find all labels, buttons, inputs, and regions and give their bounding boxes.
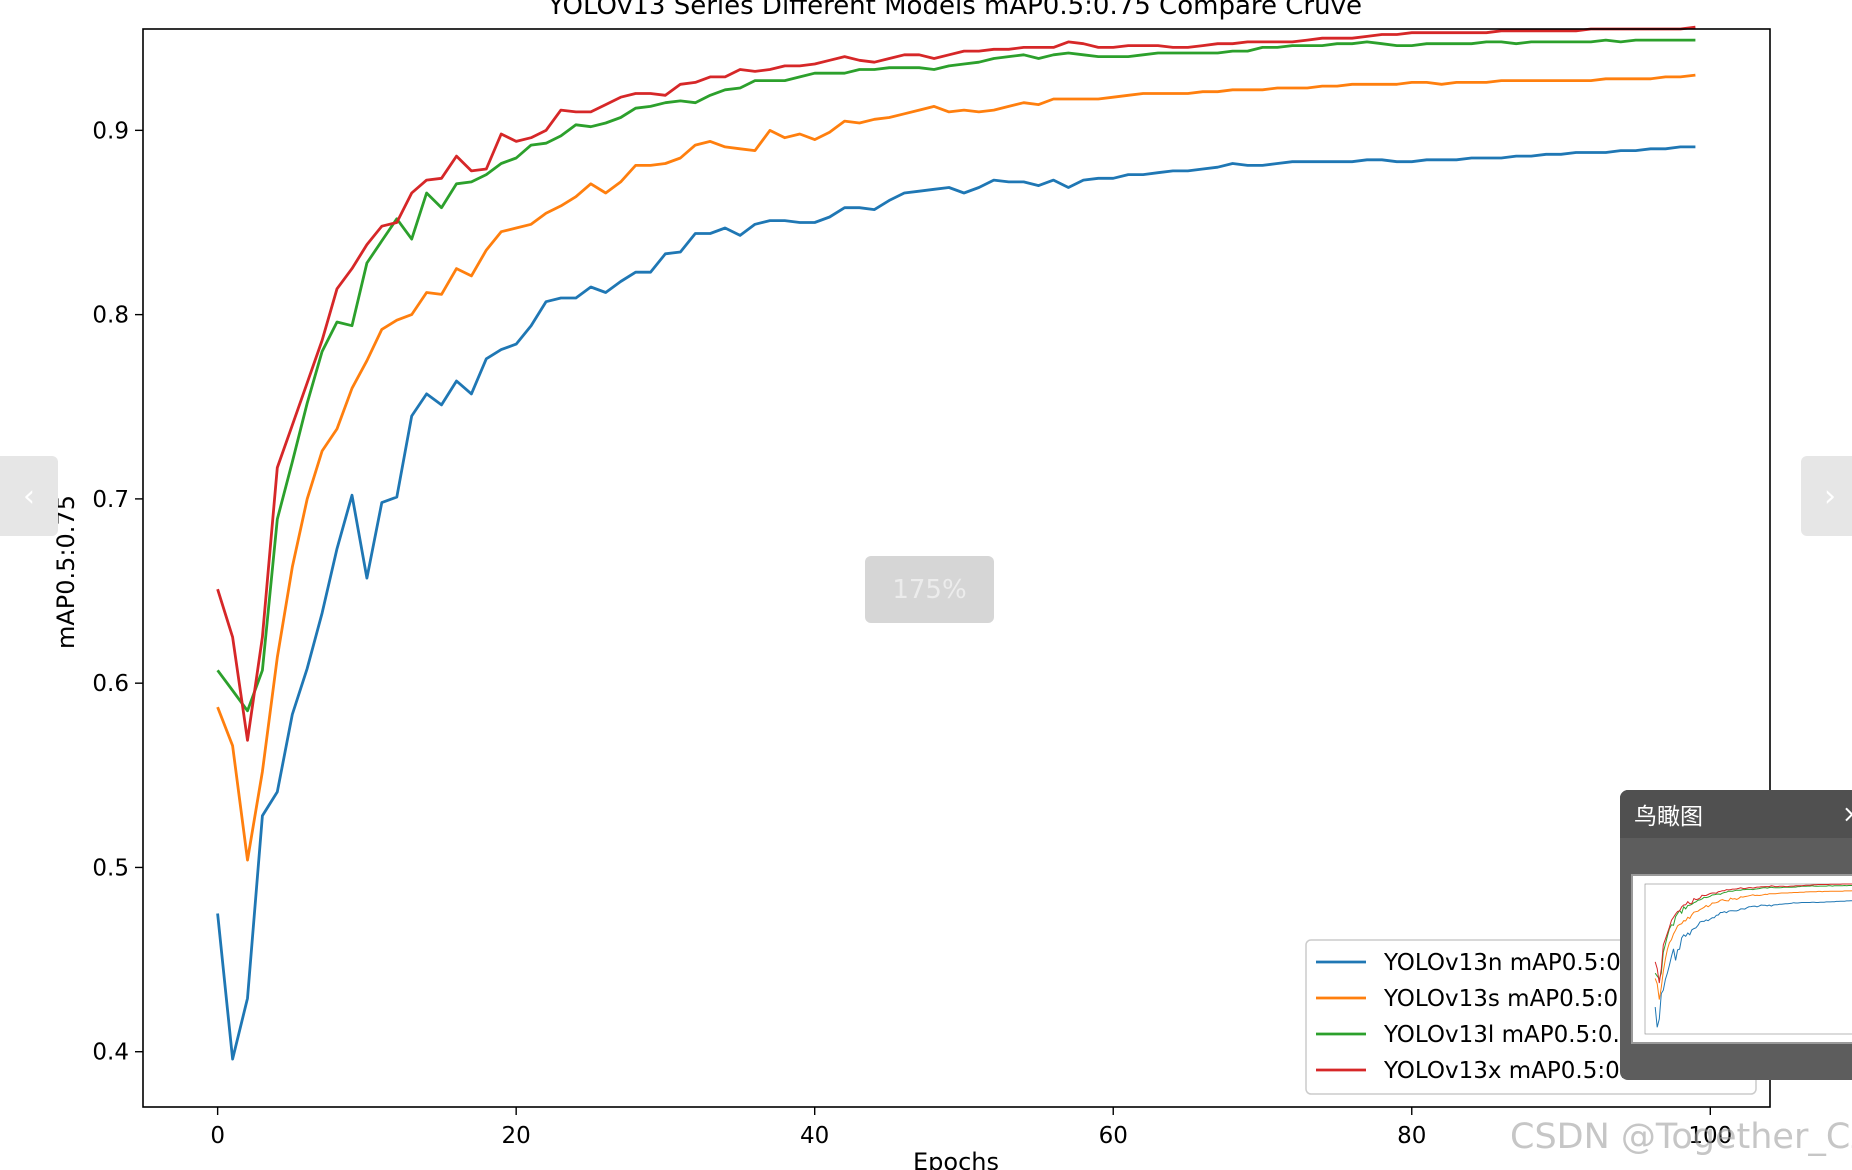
birdseye-title: 鸟瞰图 bbox=[1634, 804, 1703, 830]
x-tick-label: 60 bbox=[1099, 1123, 1128, 1149]
thumbnail-chart bbox=[1644, 883, 1852, 1035]
y-tick-label: 0.7 bbox=[92, 487, 129, 513]
chevron-right-icon: › bbox=[1824, 478, 1836, 514]
y-tick-label: 0.8 bbox=[92, 303, 129, 329]
thumbnail-series-3 bbox=[1654, 883, 1852, 984]
ticks-layer: 0 20 40 60 80 100 0.4 0.5 0.6 0.7 0.8 0.9 bbox=[92, 118, 1732, 1149]
birdseye-header: 鸟瞰图 × bbox=[1620, 790, 1852, 838]
series-layer bbox=[216, 25, 1696, 1061]
y-tick-label: 0.5 bbox=[92, 855, 129, 881]
chevron-left-icon: ‹ bbox=[23, 478, 35, 514]
next-image-button[interactable]: › bbox=[1801, 456, 1852, 536]
series-line-3 bbox=[216, 25, 1696, 742]
x-tick-label: 0 bbox=[210, 1123, 225, 1149]
x-tick-label: 40 bbox=[800, 1123, 829, 1149]
series-line-0 bbox=[216, 145, 1696, 1061]
x-tick-label: 80 bbox=[1397, 1123, 1426, 1149]
birdseye-panel[interactable]: 鸟瞰图 × bbox=[1620, 790, 1852, 1080]
close-icon[interactable]: × bbox=[1842, 800, 1852, 828]
thumbnail-series-0 bbox=[1654, 900, 1852, 1028]
thumbnail-series-1 bbox=[1654, 890, 1852, 1000]
series-line-2 bbox=[216, 38, 1696, 713]
y-tick-label: 0.4 bbox=[92, 1040, 129, 1066]
y-tick-label: 0.6 bbox=[92, 671, 129, 697]
series-line-1 bbox=[216, 73, 1696, 862]
y-tick-label: 0.9 bbox=[92, 118, 129, 144]
birdseye-thumbnail[interactable] bbox=[1631, 874, 1852, 1044]
x-axis-label: Epochs bbox=[913, 1148, 999, 1170]
thumbnail-series-2 bbox=[1654, 884, 1852, 980]
chart-title: YOLOv13 Series Different Models mAP0.5:0… bbox=[547, 0, 1362, 21]
thumbnail-frame bbox=[1644, 883, 1852, 1035]
x-tick-label: 100 bbox=[1688, 1123, 1732, 1149]
zoom-level-badge: 175% bbox=[865, 556, 994, 623]
watermark: CSDN @Together_CZ bbox=[1510, 1117, 1852, 1157]
zoom-level-text: 175% bbox=[892, 574, 967, 605]
x-tick-label: 20 bbox=[502, 1123, 531, 1149]
plot-frame bbox=[142, 28, 1771, 1108]
previous-image-button[interactable]: ‹ bbox=[0, 456, 58, 536]
